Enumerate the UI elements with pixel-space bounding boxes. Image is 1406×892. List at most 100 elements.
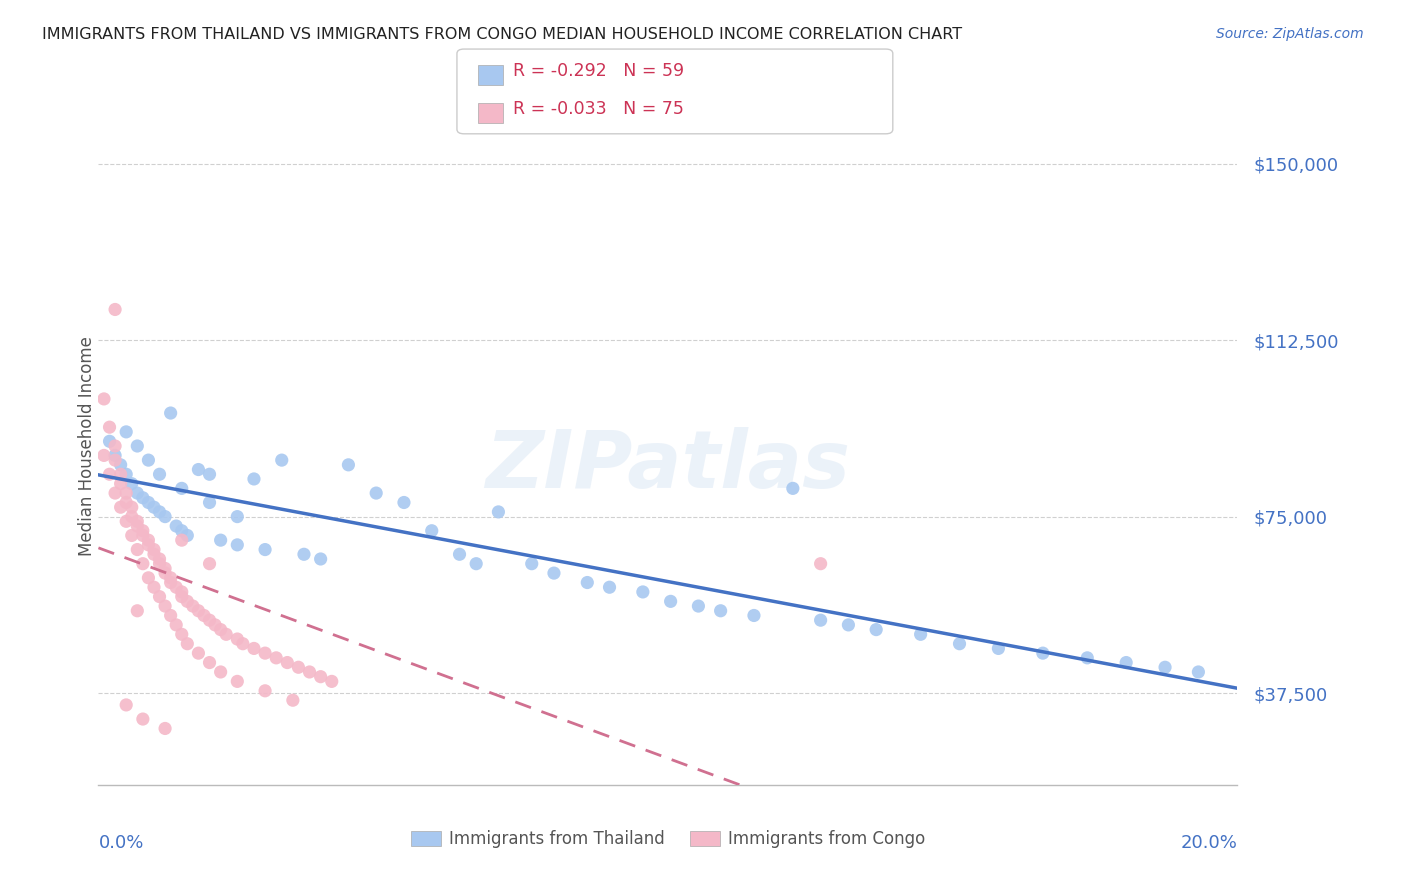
Point — [1154, 660, 1177, 674]
Point — [110, 467, 132, 482]
Point — [366, 486, 388, 500]
Point — [110, 476, 132, 491]
Point — [287, 660, 309, 674]
Point — [309, 552, 332, 566]
Point — [599, 580, 621, 594]
Point — [104, 302, 127, 317]
Point — [254, 683, 277, 698]
Point — [138, 571, 160, 585]
Point — [298, 665, 321, 679]
Point — [121, 476, 143, 491]
Point — [292, 547, 315, 561]
Point — [170, 585, 193, 599]
Point — [159, 571, 181, 585]
Point — [176, 528, 198, 542]
Point — [710, 604, 733, 618]
Point — [543, 566, 565, 581]
Point — [165, 519, 187, 533]
Point — [143, 500, 166, 515]
Point — [148, 467, 170, 482]
Point — [1115, 656, 1137, 670]
Point — [138, 533, 160, 548]
Point — [132, 524, 155, 538]
Point — [742, 608, 765, 623]
Point — [198, 467, 221, 482]
Point — [276, 656, 298, 670]
Point — [198, 495, 221, 509]
Point — [226, 674, 249, 689]
Point — [138, 495, 160, 509]
Point — [170, 524, 193, 538]
Point — [153, 566, 176, 581]
Text: R = -0.292   N = 59: R = -0.292 N = 59 — [513, 62, 685, 79]
Point — [810, 557, 832, 571]
Point — [143, 542, 166, 557]
Point — [309, 670, 332, 684]
Point — [226, 509, 249, 524]
Point — [392, 495, 415, 509]
Point — [127, 542, 149, 557]
Point — [193, 608, 215, 623]
Point — [176, 637, 198, 651]
Point — [243, 472, 266, 486]
Point — [486, 505, 509, 519]
Point — [198, 656, 221, 670]
Point — [1187, 665, 1209, 679]
Point — [865, 623, 887, 637]
Point — [132, 528, 155, 542]
Point — [232, 637, 254, 651]
Point — [176, 594, 198, 608]
Point — [165, 618, 187, 632]
Point — [254, 646, 277, 660]
Point — [187, 462, 209, 476]
Point — [127, 439, 149, 453]
Point — [104, 439, 127, 453]
Point — [187, 604, 209, 618]
Point — [143, 547, 166, 561]
Point — [449, 547, 471, 561]
Point — [153, 722, 176, 736]
Point — [138, 538, 160, 552]
Point — [337, 458, 360, 472]
Point — [170, 533, 193, 548]
Point — [110, 458, 132, 472]
Point — [576, 575, 599, 590]
Point — [1076, 651, 1098, 665]
Point — [132, 491, 155, 505]
Point — [98, 420, 121, 434]
Point — [121, 500, 143, 515]
Point — [198, 613, 221, 627]
Point — [226, 632, 249, 646]
Point — [187, 646, 209, 660]
Point — [631, 585, 654, 599]
Point — [159, 575, 181, 590]
Y-axis label: Median Household Income: Median Household Income — [79, 336, 96, 556]
Point — [837, 618, 859, 632]
Point — [270, 453, 292, 467]
Point — [264, 651, 287, 665]
Point — [127, 604, 149, 618]
Text: Source: ZipAtlas.com: Source: ZipAtlas.com — [1216, 27, 1364, 41]
Point — [93, 449, 115, 463]
Point — [910, 627, 932, 641]
Point — [110, 500, 132, 515]
Point — [810, 613, 832, 627]
Point — [115, 486, 138, 500]
Point — [138, 453, 160, 467]
Text: R = -0.033   N = 75: R = -0.033 N = 75 — [513, 100, 685, 118]
Point — [420, 524, 443, 538]
Point — [165, 580, 187, 594]
Point — [1032, 646, 1054, 660]
Point — [159, 406, 181, 420]
Point — [987, 641, 1010, 656]
Point — [115, 514, 138, 528]
Point — [127, 486, 149, 500]
Point — [170, 482, 193, 496]
Point — [948, 637, 970, 651]
Point — [782, 482, 804, 496]
Point — [215, 627, 238, 641]
Point — [104, 453, 127, 467]
Point — [104, 449, 127, 463]
Text: 0.0%: 0.0% — [98, 834, 143, 852]
Point — [226, 538, 249, 552]
